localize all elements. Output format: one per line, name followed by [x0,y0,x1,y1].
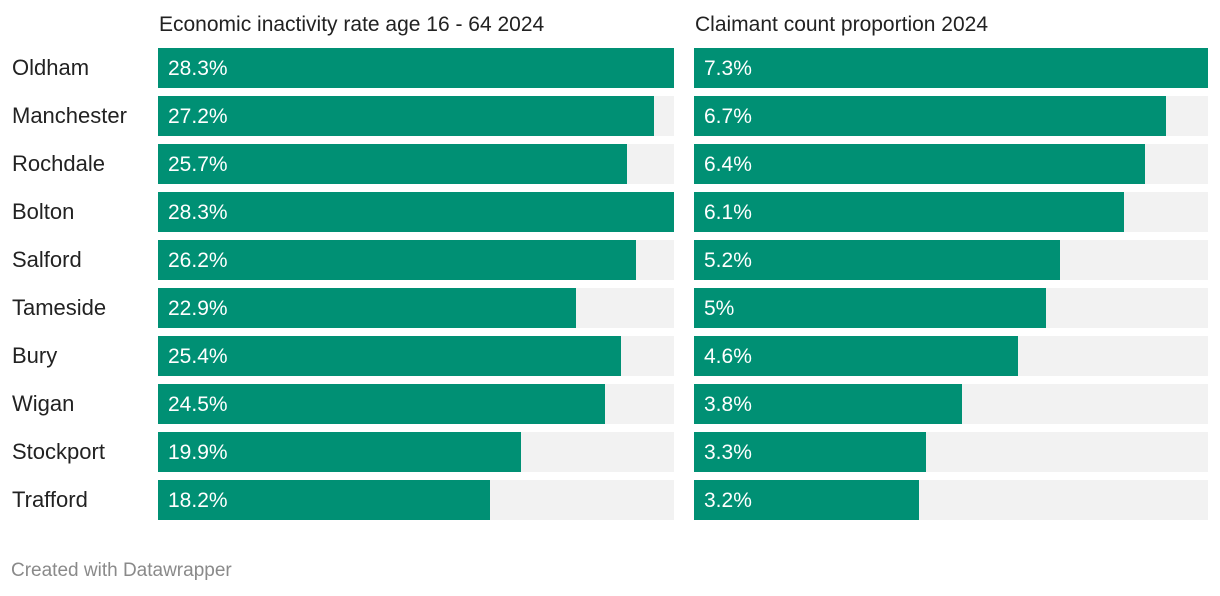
bar-1-manchester [158,96,654,136]
value-label-1-manchester: 27.2% [168,105,228,128]
value-label-1-rochdale: 25.7% [168,153,228,176]
bar-2-tameside [694,288,1046,328]
row-label-rochdale: Rochdale [12,151,105,176]
split-bar-chart: Oldham Manchester Rochdale Bolton Salford Tam… [12,13,1208,520]
panel-title-2: Claimant count proportion 2024 [695,13,988,36]
bar-1-tameside [158,288,576,328]
value-label-2-rochdale: 6.4% [704,153,752,176]
row-label-tameside: Tameside [12,295,106,320]
value-label-1-salford: 26.2% [168,249,228,272]
value-label-2-wigan: 3.8% [704,393,752,416]
value-label-1-bury: 25.4% [168,345,228,368]
value-label-1-trafford: 18.2% [168,489,228,512]
value-label-2-tameside: 5% [704,297,734,320]
bar-2-salford [694,240,1060,280]
bar-2-manchester [694,96,1166,136]
value-label-2-stockport: 3.3% [704,441,752,464]
value-label-2-bolton: 6.1% [704,201,752,224]
bar-1-trafford [158,480,490,520]
row-label-bolton: Bolton [12,199,74,224]
value-label-2-salford: 5.2% [704,249,752,272]
value-label-2-oldham: 7.3% [704,57,752,80]
bar-1-bury [158,336,621,376]
row-label-oldham: Oldham [12,55,89,80]
row-label-salford: Salford [12,247,82,272]
bar-1-bolton [158,192,674,232]
bar-1-wigan [158,384,605,424]
bar-2-stockport [694,432,926,472]
bar-2-rochdale [694,144,1145,184]
row-label-manchester: Manchester [12,103,127,128]
bar-2-bury [694,336,1018,376]
row-label-stockport: Stockport [12,439,105,464]
bar-2-oldham [694,48,1208,88]
value-label-1-bolton: 28.3% [168,201,228,224]
value-label-2-trafford: 3.2% [704,489,752,512]
value-label-2-bury: 4.6% [704,345,752,368]
row-label-bury: Bury [12,343,57,368]
panel-title-1: Economic inactivity rate age 16 - 64 202… [159,13,545,36]
bar-2-wigan [694,384,962,424]
row-label-wigan: Wigan [12,391,74,416]
value-label-1-wigan: 24.5% [168,393,228,416]
value-label-1-stockport: 19.9% [168,441,228,464]
bar-1-salford [158,240,636,280]
value-label-1-tameside: 22.9% [168,297,228,320]
value-label-2-manchester: 6.7% [704,105,752,128]
bar-1-oldham [158,48,674,88]
value-label-1-oldham: 28.3% [168,57,228,80]
datawrapper-credit: Created with Datawrapper [11,560,232,581]
bar-2-trafford [694,480,919,520]
bar-1-stockport [158,432,521,472]
bar-1-rochdale [158,144,627,184]
row-label-trafford: Trafford [12,487,88,512]
bar-2-bolton [694,192,1124,232]
